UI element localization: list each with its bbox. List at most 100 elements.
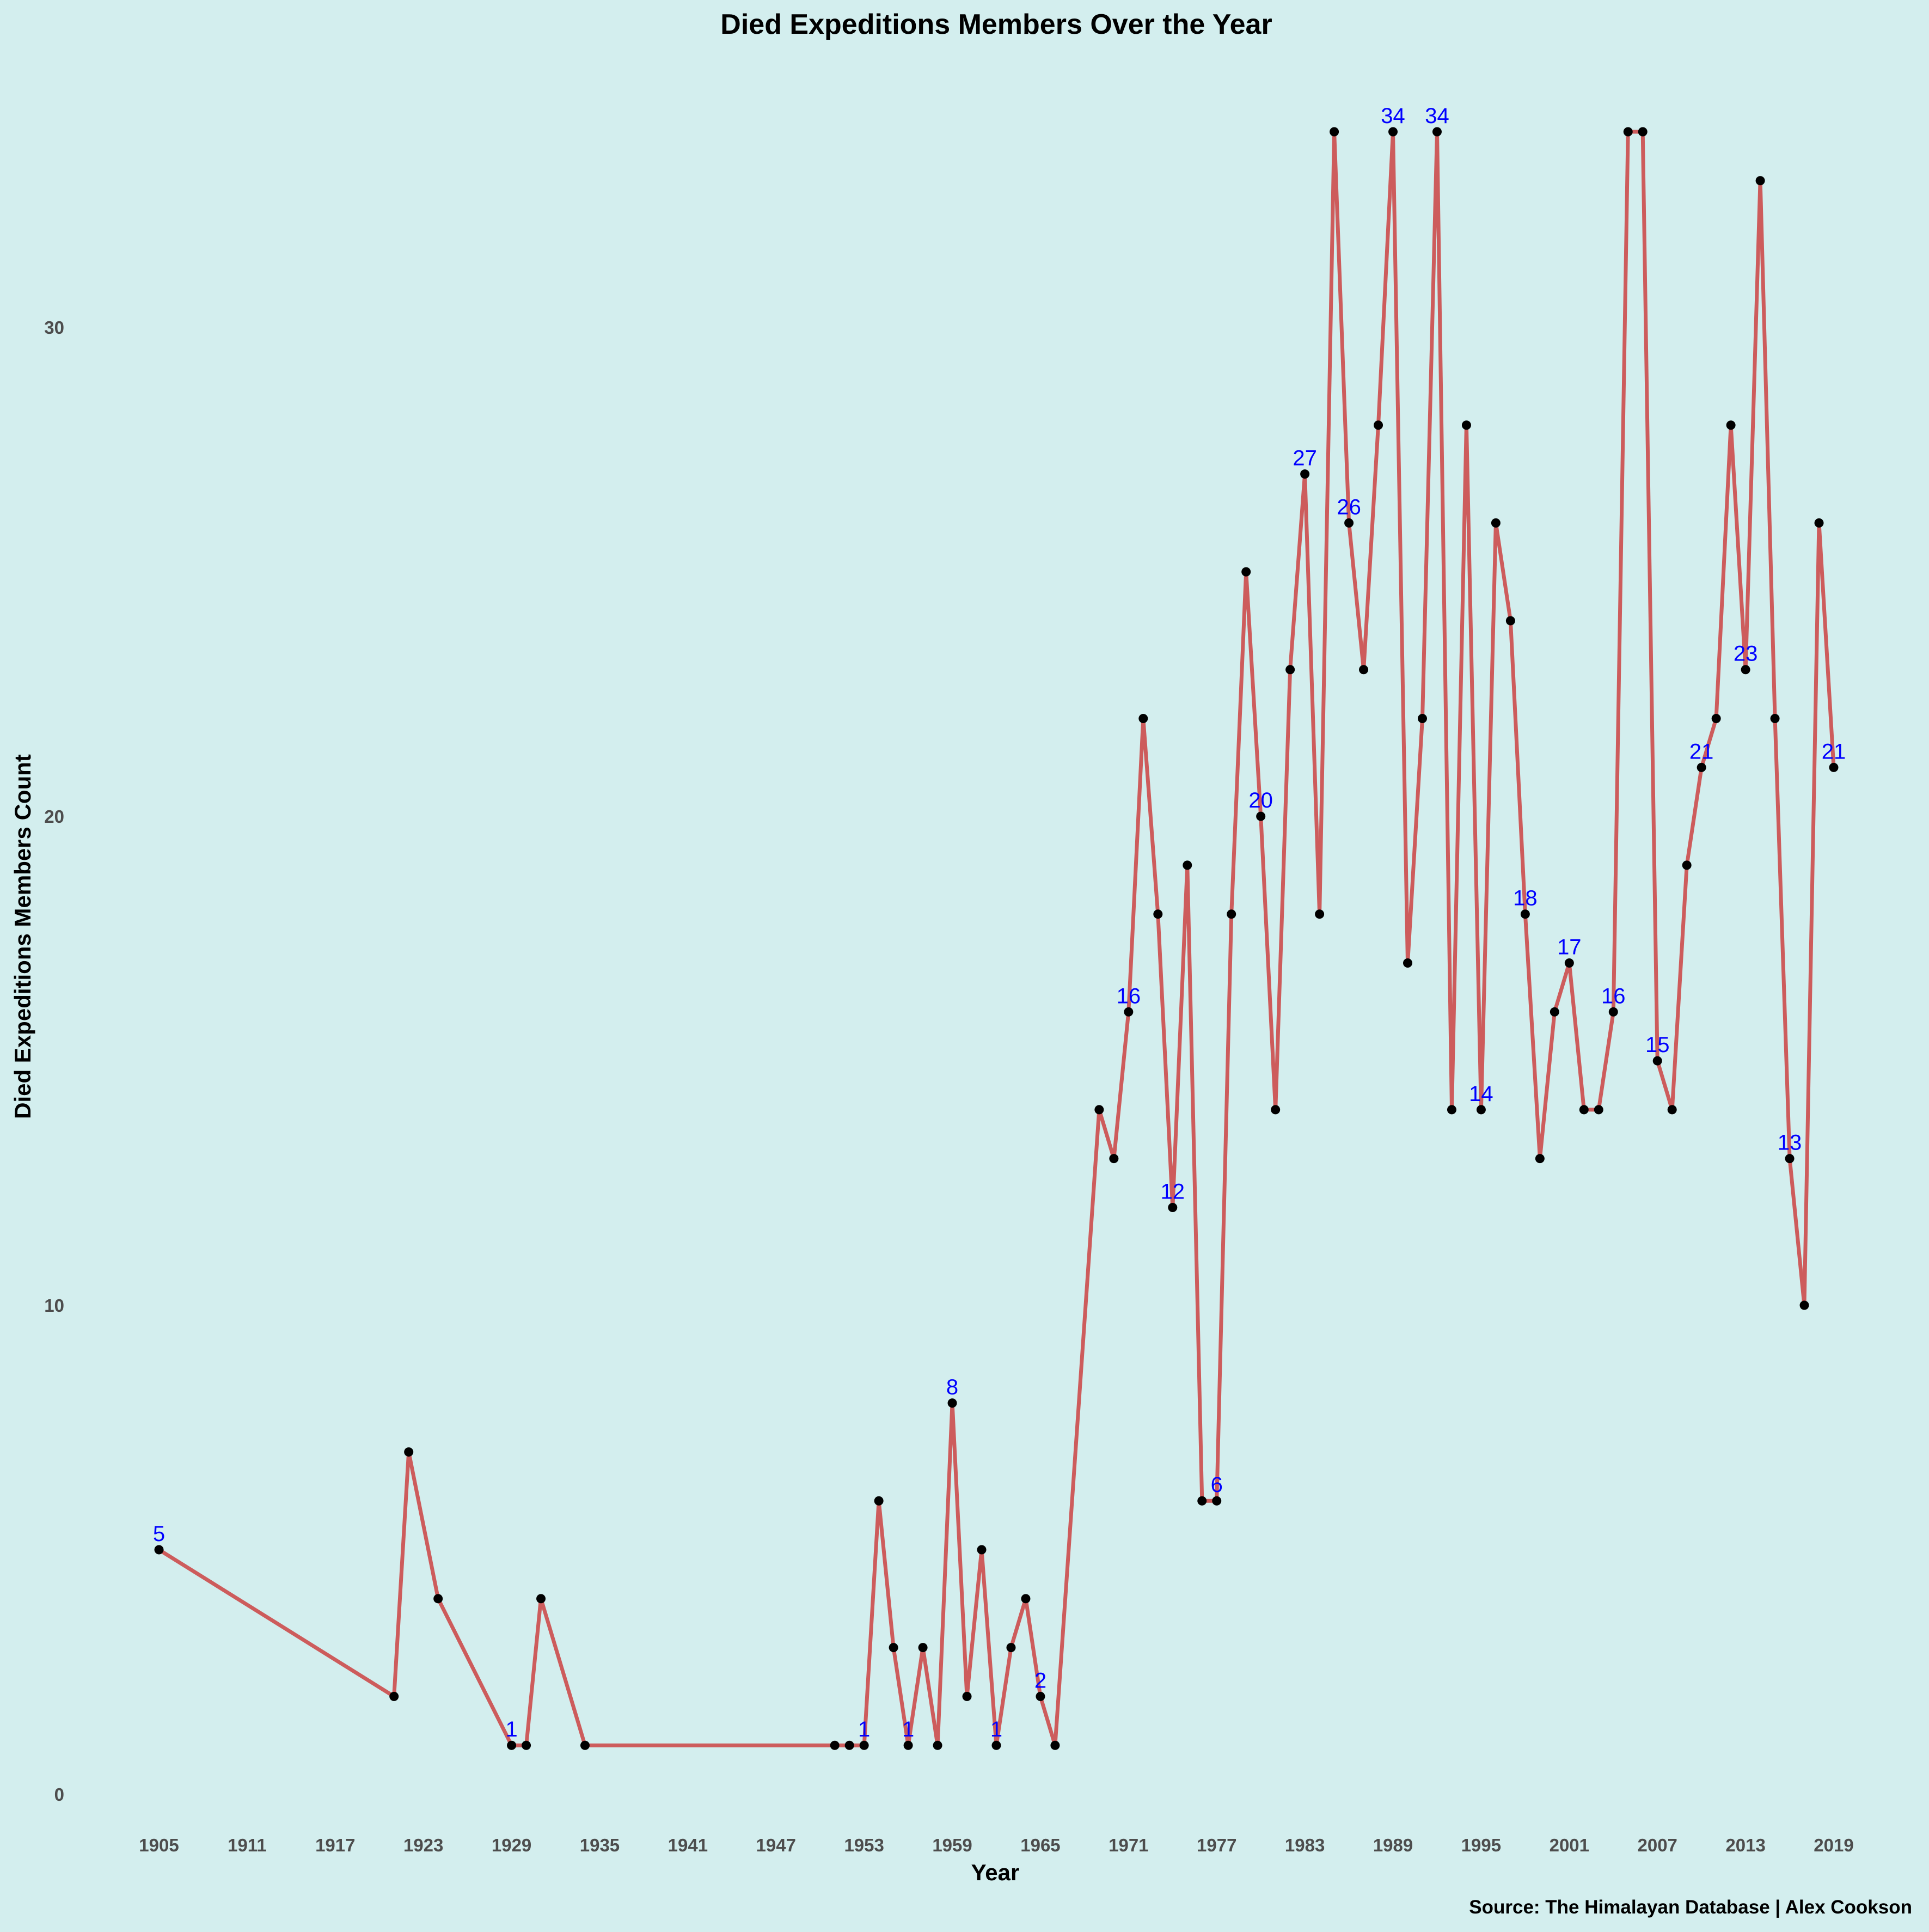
data-point: [433, 1594, 443, 1604]
data-point: [933, 1740, 942, 1750]
chart-caption: Source: The Himalayan Database | Alex Co…: [1469, 1897, 1912, 1918]
x-tick-label: 1989: [1373, 1835, 1413, 1855]
data-point: [1212, 1496, 1222, 1506]
data-point: [1168, 1202, 1178, 1212]
x-tick-label: 1917: [315, 1835, 355, 1855]
data-point: [1505, 616, 1515, 626]
data-point: [522, 1740, 531, 1750]
data-point: [1711, 714, 1721, 724]
data-label: 6: [1211, 1473, 1223, 1497]
x-tick-label: 1965: [1020, 1835, 1060, 1855]
x-tick-label: 2019: [1814, 1835, 1853, 1855]
data-point: [1183, 860, 1192, 870]
data-label: 1: [505, 1717, 517, 1741]
y-axis-ticks: 0 10 20 30: [44, 317, 64, 1805]
data-point: [1579, 1105, 1589, 1115]
data-point: [536, 1594, 546, 1604]
data-label: 1: [902, 1717, 914, 1741]
data-point: [154, 1545, 164, 1555]
data-point: [1726, 420, 1736, 430]
data-point: [918, 1643, 928, 1653]
data-label: 18: [1513, 886, 1538, 910]
data-point: [1608, 1007, 1618, 1017]
data-point: [1829, 762, 1839, 772]
data-point: [1094, 1105, 1104, 1115]
data-label: 2: [1034, 1668, 1046, 1692]
data-point: [1403, 958, 1413, 968]
data-point: [991, 1740, 1001, 1750]
data-point: [1697, 762, 1706, 772]
x-tick-label: 1947: [756, 1835, 796, 1855]
y-tick-label: 20: [44, 806, 64, 827]
y-tick-label: 10: [44, 1295, 64, 1316]
x-tick-label: 1923: [403, 1835, 443, 1855]
data-label: 34: [1381, 104, 1405, 128]
data-point: [580, 1740, 590, 1750]
data-label: 15: [1645, 1033, 1670, 1057]
data-point: [1006, 1643, 1016, 1653]
data-point: [1344, 518, 1354, 528]
data-point: [1197, 1496, 1207, 1506]
data-point: [1461, 420, 1471, 430]
x-tick-label: 2007: [1637, 1835, 1677, 1855]
data-label: 20: [1248, 788, 1273, 812]
data-label: 1: [990, 1717, 1002, 1741]
x-tick-label: 2001: [1550, 1835, 1589, 1855]
data-point: [1036, 1691, 1045, 1701]
data-point: [1755, 176, 1765, 186]
data-point: [1785, 1154, 1795, 1164]
data-point: [830, 1740, 840, 1750]
data-point: [1623, 127, 1633, 137]
data-point: [1564, 958, 1574, 968]
data-point: [1227, 909, 1236, 919]
data-point: [1594, 1105, 1603, 1115]
data-label: 21: [1822, 739, 1846, 763]
x-axis-title: Year: [971, 1860, 1020, 1885]
data-point: [889, 1643, 898, 1653]
data-point: [1374, 420, 1383, 430]
data-point: [1271, 1105, 1281, 1115]
data-point: [1300, 469, 1310, 479]
data-label: 21: [1689, 739, 1714, 763]
data-point: [1285, 665, 1295, 675]
data-label: 14: [1469, 1082, 1493, 1106]
data-point: [1667, 1105, 1677, 1115]
data-point: [1520, 909, 1530, 919]
data-point: [1770, 714, 1780, 724]
data-point: [1491, 518, 1501, 528]
data-label: 1: [858, 1717, 870, 1741]
data-point: [389, 1691, 399, 1701]
data-point: [404, 1447, 414, 1457]
data-point: [859, 1740, 869, 1750]
data-label: 17: [1557, 936, 1582, 959]
data-point: [1550, 1007, 1559, 1017]
data-point: [1109, 1154, 1119, 1164]
x-axis-ticks: 1905 1911 1917 1923 1929 1935 1941 1947 1953 1959…: [139, 1835, 1853, 1855]
data-label: 16: [1117, 984, 1141, 1008]
data-label: 8: [946, 1375, 958, 1399]
y-tick-label: 30: [44, 317, 64, 338]
data-point: [1330, 127, 1339, 137]
data-point: [1432, 127, 1442, 137]
x-tick-label: 1995: [1461, 1835, 1501, 1855]
data-point: [1447, 1105, 1456, 1115]
data-point: [1021, 1594, 1031, 1604]
data-point: [1814, 518, 1824, 528]
data-label: 5: [153, 1522, 165, 1546]
x-tick-label: 1977: [1197, 1835, 1236, 1855]
data-point: [874, 1496, 884, 1506]
x-tick-label: 1971: [1109, 1835, 1148, 1855]
data-point: [1388, 127, 1398, 137]
data-label: 16: [1601, 984, 1626, 1008]
x-tick-label: 1929: [492, 1835, 531, 1855]
points-layer: [154, 127, 1839, 1750]
x-tick-label: 1953: [844, 1835, 884, 1855]
x-tick-label: 2013: [1725, 1835, 1765, 1855]
data-point: [1638, 127, 1648, 137]
data-point: [977, 1545, 987, 1555]
x-tick-label: 1911: [228, 1835, 267, 1855]
data-label: 23: [1734, 642, 1758, 666]
